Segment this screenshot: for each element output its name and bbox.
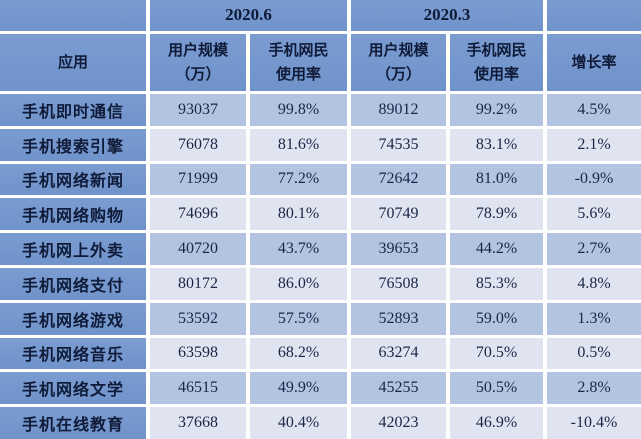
cell-user-scale-2020-6: 76078 bbox=[150, 128, 246, 161]
cell-usage-rate-2020-3: 46.9% bbox=[450, 407, 543, 439]
cell-growth-rate: 2.7% bbox=[547, 233, 641, 265]
cell-usage-rate-2020-3: 50.5% bbox=[450, 372, 543, 405]
cell-usage-rate-2020-6: 57.5% bbox=[250, 302, 347, 335]
cell-user-scale-2020-6: 71999 bbox=[150, 163, 246, 196]
cell-user-scale-2020-6: 53592 bbox=[150, 302, 246, 335]
cell-usage-rate-2020-6: 40.4% bbox=[250, 407, 347, 439]
cell-usage-rate-2020-6: 86.0% bbox=[250, 267, 347, 300]
cell-usage-rate-2020-3: 81.0% bbox=[450, 163, 543, 196]
row-label: 手机网上外卖 bbox=[0, 233, 146, 265]
row-label: 手机网络新闻 bbox=[0, 163, 146, 196]
header-user-scale-2020-3: 用户规模 （万） bbox=[351, 34, 446, 91]
row-label: 手机即时通信 bbox=[0, 94, 146, 126]
corner-blank-left bbox=[0, 0, 146, 31]
row-label: 手机网络游戏 bbox=[0, 302, 146, 335]
cell-usage-rate-2020-3: 59.0% bbox=[450, 302, 543, 335]
cell-usage-rate-2020-6: 68.2% bbox=[250, 337, 347, 370]
cell-user-scale-2020-3: 74535 bbox=[351, 128, 446, 161]
header-user-scale-line1: 用户规模 bbox=[167, 42, 228, 60]
header-usage-rate-line1: 手机网民 bbox=[466, 42, 527, 60]
cell-usage-rate-2020-6: 99.8% bbox=[250, 94, 347, 126]
cell-usage-rate-2020-6: 80.1% bbox=[250, 198, 347, 231]
header-user-scale-line2: （万） bbox=[375, 65, 421, 83]
cell-growth-rate: 2.1% bbox=[547, 128, 641, 161]
cell-growth-rate: -0.9% bbox=[547, 163, 641, 196]
cell-usage-rate-2020-6: 49.9% bbox=[250, 372, 347, 405]
header-user-scale-line1: 用户规模 bbox=[368, 42, 429, 60]
header-app: 应用 bbox=[0, 34, 146, 91]
cell-growth-rate: -10.4% bbox=[547, 407, 641, 439]
header-user-scale-line2: （万） bbox=[175, 65, 221, 83]
cell-user-scale-2020-3: 89012 bbox=[351, 94, 446, 126]
cell-user-scale-2020-6: 74696 bbox=[150, 198, 246, 231]
row-label: 手机网络文学 bbox=[0, 372, 146, 405]
col-group-2020-6: 2020.6 bbox=[150, 0, 347, 31]
cell-growth-rate: 4.5% bbox=[547, 94, 641, 126]
corner-blank-right bbox=[547, 0, 641, 31]
header-usage-rate-2020-3: 手机网民 使用率 bbox=[450, 34, 543, 91]
cell-usage-rate-2020-3: 44.2% bbox=[450, 233, 543, 265]
cell-user-scale-2020-6: 37668 bbox=[150, 407, 246, 439]
cell-usage-rate-2020-3: 99.2% bbox=[450, 94, 543, 126]
cell-growth-rate: 1.3% bbox=[547, 302, 641, 335]
header-usage-rate-2020-6: 手机网民 使用率 bbox=[250, 34, 347, 91]
col-group-2020-3: 2020.3 bbox=[351, 0, 543, 31]
cell-usage-rate-2020-6: 77.2% bbox=[250, 163, 347, 196]
cell-growth-rate: 5.6% bbox=[547, 198, 641, 231]
cell-usage-rate-2020-3: 78.9% bbox=[450, 198, 543, 231]
cell-user-scale-2020-3: 39653 bbox=[351, 233, 446, 265]
row-label: 手机网络购物 bbox=[0, 198, 146, 231]
cell-user-scale-2020-3: 63274 bbox=[351, 337, 446, 370]
cell-user-scale-2020-6: 46515 bbox=[150, 372, 246, 405]
cell-user-scale-2020-3: 52893 bbox=[351, 302, 446, 335]
cell-usage-rate-2020-6: 43.7% bbox=[250, 233, 347, 265]
header-usage-rate-line2: 使用率 bbox=[473, 65, 519, 83]
row-label: 手机网络音乐 bbox=[0, 337, 146, 370]
cell-user-scale-2020-3: 42023 bbox=[351, 407, 446, 439]
cell-growth-rate: 4.8% bbox=[547, 267, 641, 300]
header-user-scale-2020-6: 用户规模 （万） bbox=[150, 34, 246, 91]
cell-usage-rate-2020-3: 85.3% bbox=[450, 267, 543, 300]
cell-user-scale-2020-3: 76508 bbox=[351, 267, 446, 300]
cell-user-scale-2020-3: 70749 bbox=[351, 198, 446, 231]
row-label: 手机在线教育 bbox=[0, 407, 146, 439]
cell-user-scale-2020-6: 63598 bbox=[150, 337, 246, 370]
header-usage-rate-line1: 手机网民 bbox=[268, 42, 329, 60]
cell-user-scale-2020-3: 72642 bbox=[351, 163, 446, 196]
cell-user-scale-2020-6: 80172 bbox=[150, 267, 246, 300]
row-label: 手机搜索引擎 bbox=[0, 128, 146, 161]
cell-user-scale-2020-3: 45255 bbox=[351, 372, 446, 405]
cell-usage-rate-2020-3: 70.5% bbox=[450, 337, 543, 370]
cell-user-scale-2020-6: 40720 bbox=[150, 233, 246, 265]
header-growth-rate: 增长率 bbox=[547, 34, 641, 91]
header-usage-rate-line2: 使用率 bbox=[275, 65, 321, 83]
cell-usage-rate-2020-6: 81.6% bbox=[250, 128, 347, 161]
cell-usage-rate-2020-3: 83.1% bbox=[450, 128, 543, 161]
cell-growth-rate: 0.5% bbox=[547, 337, 641, 370]
row-label: 手机网络支付 bbox=[0, 267, 146, 300]
cell-growth-rate: 2.8% bbox=[547, 372, 641, 405]
cell-user-scale-2020-6: 93037 bbox=[150, 94, 246, 126]
